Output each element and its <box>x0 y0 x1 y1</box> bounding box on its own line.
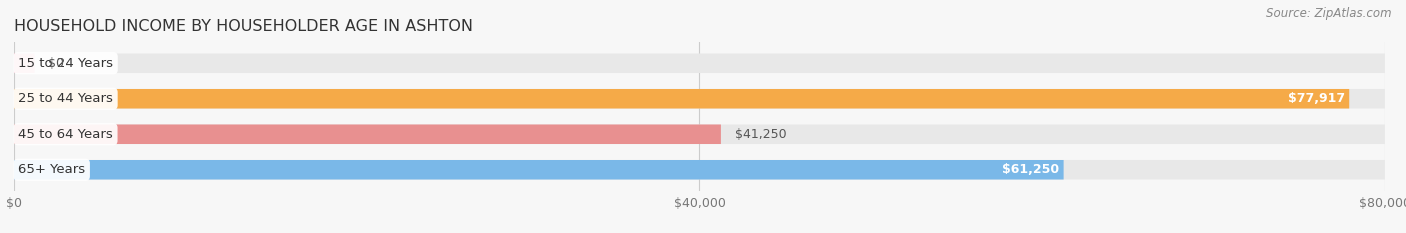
Text: 65+ Years: 65+ Years <box>18 163 86 176</box>
Text: $61,250: $61,250 <box>1002 163 1060 176</box>
FancyBboxPatch shape <box>14 160 1063 179</box>
FancyBboxPatch shape <box>14 160 1385 179</box>
Text: Source: ZipAtlas.com: Source: ZipAtlas.com <box>1267 7 1392 20</box>
Text: 15 to 24 Years: 15 to 24 Years <box>18 57 112 70</box>
Text: 45 to 64 Years: 45 to 64 Years <box>18 128 112 141</box>
Text: $41,250: $41,250 <box>734 128 786 141</box>
FancyBboxPatch shape <box>14 89 1385 109</box>
Text: 25 to 44 Years: 25 to 44 Years <box>18 92 112 105</box>
FancyBboxPatch shape <box>14 54 35 73</box>
Text: $77,917: $77,917 <box>1288 92 1346 105</box>
FancyBboxPatch shape <box>14 89 1350 109</box>
FancyBboxPatch shape <box>14 124 721 144</box>
FancyBboxPatch shape <box>14 54 1385 73</box>
Text: HOUSEHOLD INCOME BY HOUSEHOLDER AGE IN ASHTON: HOUSEHOLD INCOME BY HOUSEHOLDER AGE IN A… <box>14 19 472 34</box>
Text: $0: $0 <box>48 57 65 70</box>
FancyBboxPatch shape <box>14 124 1385 144</box>
